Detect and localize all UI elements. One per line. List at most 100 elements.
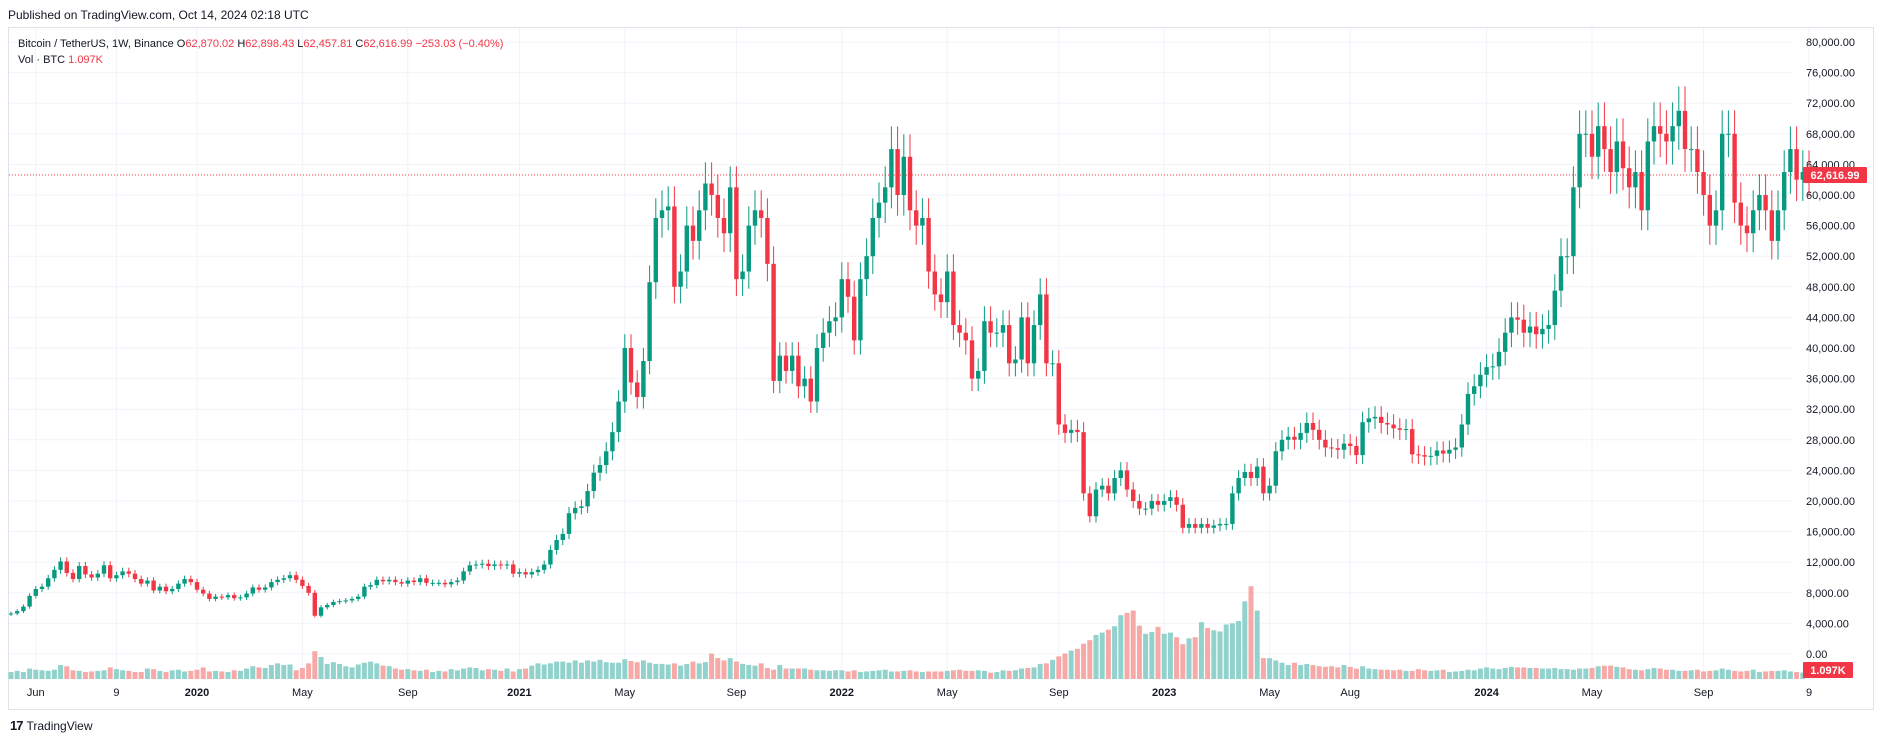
candle-body: [455, 580, 460, 583]
volume-bar: [1372, 669, 1378, 679]
volume-bar: [76, 670, 82, 679]
volume-bar: [113, 669, 119, 679]
volume-bar: [175, 669, 181, 679]
volume-bar: [628, 661, 634, 679]
candle-body: [306, 585, 311, 593]
candle-body: [591, 472, 596, 492]
volume-bar: [1316, 666, 1322, 679]
candle-body: [1546, 325, 1551, 329]
volume-bar: [1490, 668, 1496, 679]
volume-bar: [1050, 659, 1056, 679]
volume-bar: [1453, 671, 1459, 679]
volume-bar: [1353, 668, 1359, 679]
time-tick-label: 2023: [1152, 687, 1176, 699]
volume-bar: [45, 670, 51, 679]
candle-body: [1286, 436, 1291, 440]
volume-bar: [256, 667, 262, 679]
candle-body: [1763, 195, 1768, 211]
legend-volume-label[interactable]: Vol · BTC: [18, 54, 66, 66]
time-tick-label: 2022: [830, 687, 854, 699]
legend-low-value: 62,457.81: [303, 38, 353, 50]
volume-bar: [1781, 670, 1787, 679]
candle-body: [1571, 187, 1576, 257]
candle-layer: [8, 86, 1812, 618]
candle-body: [635, 382, 640, 397]
time-tick-label: 9: [113, 687, 119, 699]
candle-body: [1720, 133, 1725, 211]
volume-bar: [20, 672, 26, 679]
volume-bar: [1626, 669, 1632, 679]
candle-body: [1651, 126, 1657, 142]
volume-bar: [1750, 669, 1756, 679]
candle-body: [368, 585, 373, 587]
candle-body: [982, 321, 987, 371]
price-tick-label: 28,000.00: [1806, 435, 1855, 447]
volume-bar: [709, 653, 715, 679]
volume-bar: [231, 670, 237, 679]
price-tick-label: 24,000.00: [1806, 465, 1855, 477]
candle-body: [1478, 374, 1483, 387]
candle-body: [560, 533, 565, 541]
volume-bar: [653, 663, 659, 679]
candle-body: [1081, 432, 1086, 494]
volume-bar: [975, 670, 981, 679]
candle-body: [132, 573, 138, 580]
volume-bar: [1056, 656, 1062, 679]
last-price-badge-label: 62,616.99: [1811, 170, 1860, 182]
volume-bar: [771, 669, 777, 679]
volume-bar: [82, 672, 88, 679]
volume-bar: [107, 667, 113, 679]
volume-bar: [1713, 670, 1719, 679]
tradingview-logo[interactable]: 17 TradingView: [10, 718, 93, 733]
candle-body: [294, 575, 299, 580]
volume-bar: [950, 670, 956, 679]
candle-body: [1323, 439, 1328, 448]
volume-bar: [876, 670, 882, 679]
volume-bar: [1422, 670, 1428, 679]
volume-bar: [1546, 668, 1552, 679]
time-tick-label: May: [1259, 687, 1280, 699]
candle-body: [120, 571, 125, 576]
volume-bar: [1025, 667, 1031, 679]
volume-bar: [200, 667, 206, 679]
candle-body: [1149, 501, 1154, 509]
candle-body: [349, 598, 355, 601]
legend-symbol[interactable]: Bitcoin / TetherUS, 1W, Binance: [18, 38, 174, 50]
candle-body: [926, 217, 931, 272]
volume-bar: [1738, 671, 1744, 679]
candle-body: [250, 587, 255, 594]
candle-body: [604, 451, 609, 466]
volume-bar: [833, 670, 839, 679]
volume-bar: [523, 668, 529, 679]
volume-bar: [380, 665, 386, 679]
time-tick-label: Jun: [27, 687, 45, 699]
candle-body: [573, 507, 578, 514]
volume-bar: [1701, 671, 1707, 679]
volume-bar: [1533, 667, 1539, 679]
volume-bar: [120, 670, 126, 679]
candle-body: [1695, 149, 1700, 173]
candle-body: [343, 600, 348, 602]
volume-bar: [163, 672, 169, 679]
chart-frame[interactable]: [8, 27, 1874, 710]
time-tick-label: 2020: [185, 687, 209, 699]
volume-bar: [1012, 670, 1018, 679]
candle-body: [244, 593, 249, 598]
candle-body: [1416, 454, 1421, 456]
candle-body: [46, 578, 51, 587]
candle-body: [207, 593, 212, 599]
volume-bar: [864, 671, 870, 679]
candle-body: [1558, 256, 1564, 291]
volume-bar: [275, 663, 281, 679]
candle-body: [1242, 471, 1247, 479]
time-tick-label: May: [292, 687, 313, 699]
volume-bar: [591, 661, 597, 679]
candle-body: [1056, 363, 1061, 425]
volume-bar: [1608, 665, 1614, 679]
volume-bar: [1279, 662, 1285, 679]
volume-bar: [857, 672, 863, 679]
candle-body: [653, 217, 658, 283]
candle-body: [1168, 497, 1173, 501]
candle-body: [182, 579, 187, 584]
